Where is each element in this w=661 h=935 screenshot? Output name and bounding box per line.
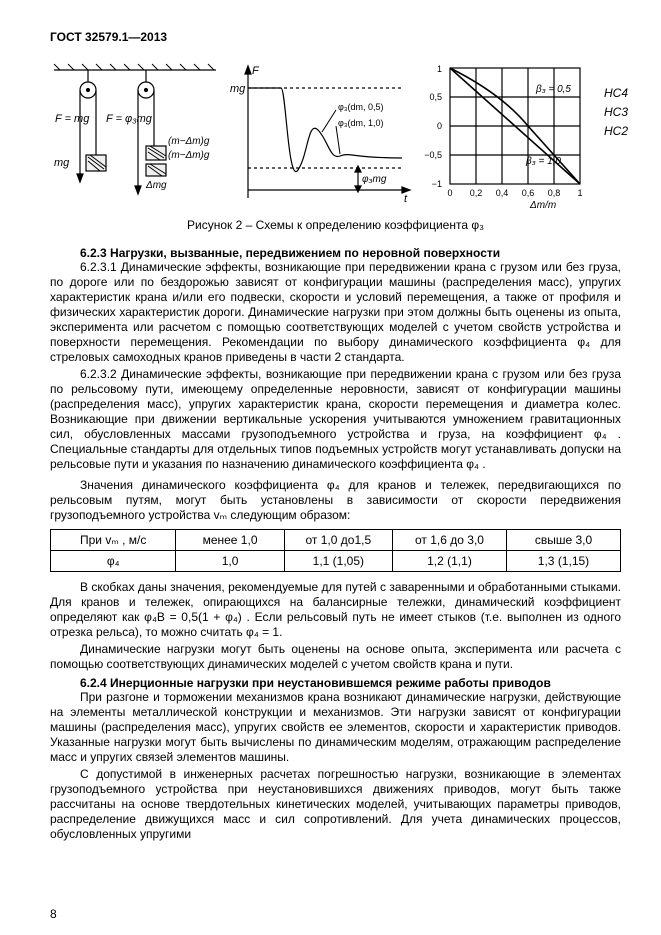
table-row: φ₄ 1,0 1,1 (1,05) 1,2 (1,1) 1,3 (1,15) [51,551,621,572]
svg-text:0,2: 0,2 [470,188,483,198]
svg-text:0: 0 [447,188,452,198]
phi4-table: При vₘ , м/с менее 1,0 от 1,0 до1,5 от 1… [50,529,621,572]
svg-text:0,5: 0,5 [429,92,442,102]
para-6-2-3-1: 6.2.3.1 Динамические эффекты, возникающи… [50,260,621,365]
table-cell: 1,1 (1,05) [284,551,392,572]
svg-text:0,6: 0,6 [522,188,535,198]
para-dynload: Динамические нагрузки могут быть оценены… [50,642,621,672]
table-cell: 1,3 (1,15) [506,551,620,572]
label-F-mg: F = mg [55,113,90,125]
fig2-phimg: φ₃mg [362,174,387,185]
para-values-intro: Значения динамического коэффициента φ₄ д… [50,478,621,523]
para-6-2-3-2: 6.2.3.2 Динамические эффекты, возникающи… [50,367,621,472]
para-6-2-4-b: С допустимой в инженерных расчетах погре… [50,767,621,842]
section-6-2-3-title: 6.2.3 Нагрузки, вызванные, передвижением… [80,246,621,260]
table-cell: При vₘ , м/с [51,530,176,551]
label-dmg: Δmg [145,180,167,191]
svg-text:0,4: 0,4 [496,188,509,198]
fig2-ann2: φ₃(dm, 1,0) [338,118,384,128]
table-cell: 1,0 [176,551,284,572]
table-cell: 1,2 (1,1) [392,551,506,572]
page-number: 8 [50,907,57,921]
table-row: При vₘ , м/с менее 1,0 от 1,0 до1,5 от 1… [51,530,621,551]
para-brackets: В скобках даны значения, рекомендуемые д… [50,580,621,640]
label-mg: mg [54,157,70,169]
para-6-2-4-a: При разгоне и торможении механизмов кран… [50,690,621,765]
svg-text:−0,5: −0,5 [424,150,442,160]
figure-row: F = mg F = φ₃mg mg (m−Δm)g (m−Δm)g Δmg [50,60,621,210]
fig2-xaxis: t [404,193,408,205]
svg-text:1: 1 [577,188,582,198]
fig-beta-graph: 1 0,5 0 −0,5 −1 0 0,2 0,4 0,6 0,8 1 Δm/m… [422,60,598,210]
hc3-label: HC3 [604,103,628,122]
hc-labels: HC4 HC3 HC2 [604,60,628,142]
fig-force-time-curve: F mg φ₃(dm, 0,5) φ₃(dm, 1,0) φ₃mg t [226,60,416,210]
fig2-mg: mg [230,83,246,95]
fig2-yaxis: F [252,65,260,77]
fig2-ann1: φ₃(dm, 0,5) [338,102,384,112]
label-mdm2: (m−Δm)g [168,150,210,161]
fig3-b10: β₃ = 1,0 [525,156,561,167]
table-cell: свыше 3,0 [506,530,620,551]
doc-header: ГОСТ 32579.1—2013 [50,30,621,44]
fig3-b05: β₃ = 0,5 [535,84,571,95]
table-cell: от 1,6 до 3,0 [392,530,506,551]
svg-text:0,8: 0,8 [548,188,561,198]
hc2-label: HC2 [604,122,628,141]
section-6-2-4-title: 6.2.4 Инерционные нагрузки при неустанов… [80,676,621,690]
figure-caption: Рисунок 2 – Схемы к определению коэффици… [50,218,621,232]
label-mdm: (m−Δm)g [168,136,210,147]
fig-mechanical-scheme: F = mg F = φ₃mg mg (m−Δm)g (m−Δm)g Δmg [50,60,220,210]
svg-text:1: 1 [437,64,442,74]
table-cell: φ₄ [51,551,176,572]
table-cell: от 1,0 до1,5 [284,530,392,551]
table-cell: менее 1,0 [176,530,284,551]
svg-text:0: 0 [437,121,442,131]
hc4-label: HC4 [604,84,628,103]
label-F-phimg: F = φ₃mg [106,113,153,125]
page: ГОСТ 32579.1—2013 [0,0,661,935]
fig3-xlabel: Δm/m [529,200,556,210]
svg-text:−1: −1 [432,179,442,189]
